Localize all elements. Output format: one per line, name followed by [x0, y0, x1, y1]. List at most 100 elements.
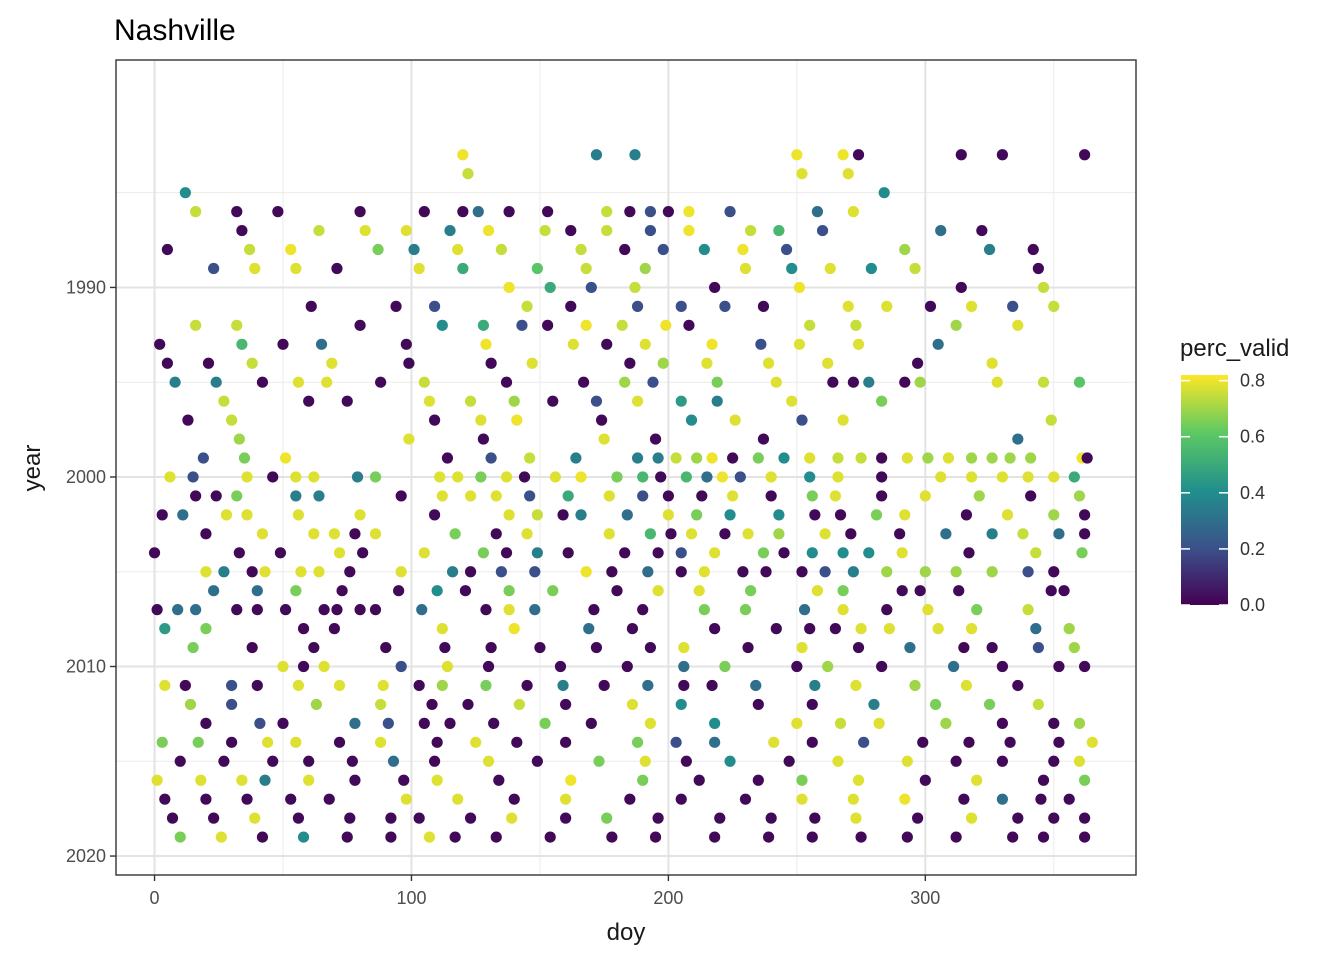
data-point	[822, 660, 834, 673]
data-point	[922, 604, 934, 616]
data-point	[521, 528, 533, 540]
data-point	[436, 679, 448, 692]
data-point	[739, 793, 752, 805]
data-point	[166, 812, 179, 824]
data-point	[765, 471, 777, 483]
data-point	[156, 509, 168, 521]
data-point	[1048, 812, 1060, 824]
data-point	[464, 490, 477, 502]
data-point	[539, 224, 551, 237]
data-point	[894, 528, 906, 540]
data-point	[757, 547, 770, 559]
data-point	[1025, 490, 1037, 502]
data-point	[639, 262, 651, 275]
data-point	[691, 509, 703, 521]
data-point	[1004, 452, 1016, 464]
data-point	[382, 717, 394, 729]
data-point	[883, 623, 895, 635]
data-point	[598, 433, 610, 445]
data-point	[1086, 736, 1098, 748]
data-point	[557, 509, 569, 521]
data-point	[752, 698, 764, 711]
data-point	[837, 585, 849, 597]
data-point	[791, 660, 803, 673]
data-point	[267, 471, 279, 483]
data-point	[308, 471, 320, 483]
data-point	[745, 585, 757, 597]
data-point	[418, 206, 430, 218]
data-point	[876, 660, 888, 673]
data-point	[765, 490, 777, 502]
data-point	[675, 566, 687, 578]
data-point	[1045, 414, 1057, 426]
data-point	[719, 660, 731, 673]
data-point	[819, 528, 831, 540]
data-point	[919, 566, 931, 578]
data-point	[693, 585, 705, 597]
data-point	[1007, 831, 1019, 843]
data-point	[238, 452, 251, 464]
data-point	[698, 566, 710, 578]
data-point	[503, 509, 515, 521]
data-point	[652, 585, 664, 597]
data-point	[174, 755, 186, 767]
data-point	[631, 300, 644, 312]
data-point	[955, 149, 967, 161]
data-point	[431, 774, 443, 786]
data-point	[151, 604, 163, 616]
data-point	[852, 774, 865, 786]
data-point	[709, 623, 721, 635]
data-point	[706, 452, 718, 464]
data-point	[218, 755, 230, 767]
data-point	[662, 206, 674, 218]
data-point	[565, 774, 577, 786]
data-point	[500, 471, 513, 483]
data-point	[477, 433, 490, 445]
data-point	[912, 357, 924, 369]
data-point	[870, 509, 883, 521]
data-point	[575, 471, 587, 483]
data-point	[742, 641, 754, 654]
data-point	[490, 831, 502, 843]
data-point	[256, 831, 269, 843]
data-point	[482, 224, 495, 237]
data-point	[709, 831, 721, 843]
data-point	[524, 452, 536, 464]
data-point	[503, 604, 515, 616]
data-point	[1045, 585, 1057, 597]
legend-tick-label: 0.2	[1240, 539, 1265, 559]
data-point	[683, 206, 695, 218]
data-point	[190, 206, 202, 218]
data-point	[226, 414, 238, 426]
data-point	[796, 641, 808, 654]
data-point	[244, 243, 256, 256]
data-point	[344, 812, 356, 824]
data-point	[624, 206, 636, 218]
data-point	[724, 206, 736, 218]
data-point	[796, 793, 808, 805]
data-point	[154, 338, 166, 350]
data-point	[950, 831, 962, 843]
x-axis-title: doy	[607, 919, 646, 946]
data-point	[724, 509, 736, 521]
data-point	[909, 262, 921, 275]
data-point	[675, 300, 687, 312]
data-point	[986, 641, 998, 654]
data-point	[709, 281, 721, 294]
data-point	[313, 566, 325, 578]
data-point	[385, 831, 397, 843]
data-point	[400, 338, 412, 350]
data-point	[503, 281, 515, 294]
data-point	[1035, 793, 1047, 805]
data-point	[557, 679, 569, 692]
data-point	[816, 224, 829, 237]
data-point	[349, 717, 361, 729]
data-point	[919, 490, 931, 502]
data-point	[1079, 660, 1091, 673]
data-point	[647, 376, 659, 388]
data-point	[644, 641, 657, 654]
data-point	[709, 717, 721, 729]
data-point	[236, 224, 248, 237]
data-point	[631, 452, 644, 464]
